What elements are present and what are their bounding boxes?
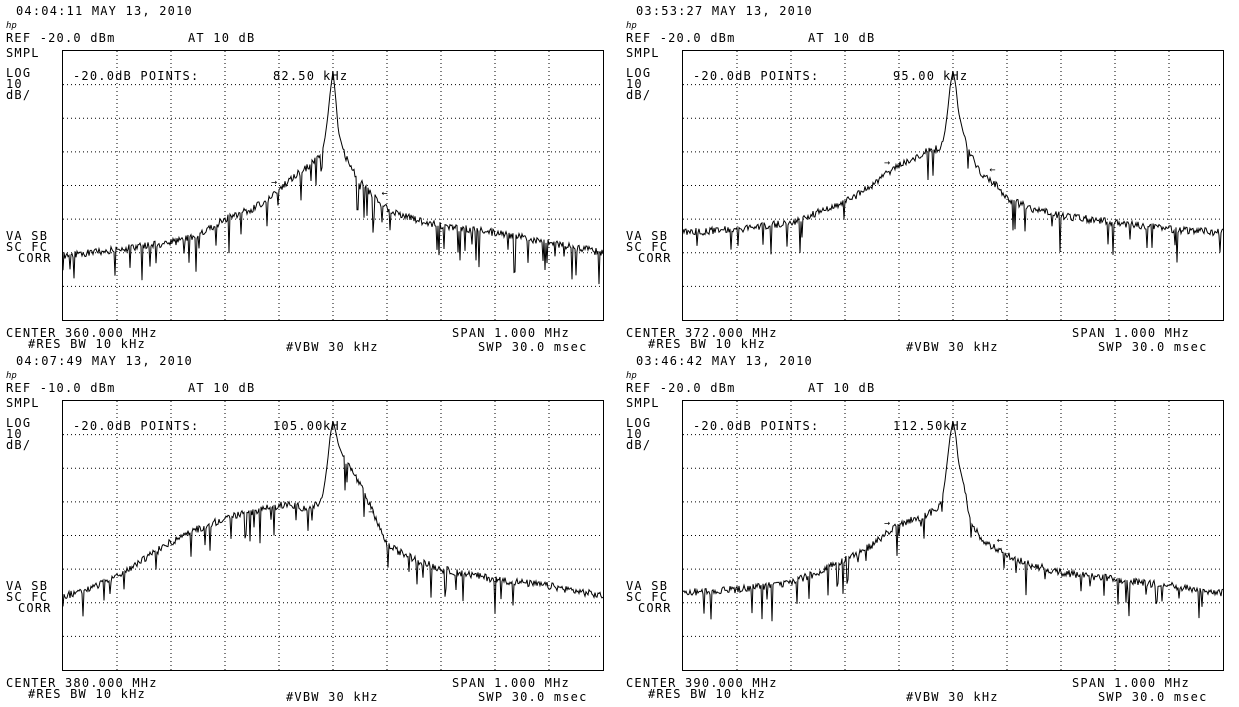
timestamp: 04:07:49 MAY 13, 2010: [16, 354, 193, 368]
log-label: LOG: [626, 66, 652, 80]
points-unit: kHz: [323, 69, 349, 83]
points-unit: kHz: [943, 419, 969, 433]
span: SPAN 1.000 MHz: [1072, 326, 1190, 340]
points-label: -20.0dB POINTS:: [693, 69, 820, 83]
marker-arrow: ←: [989, 165, 995, 176]
va-sb-label: VA SB: [6, 229, 49, 243]
plot-area: → ← -20.0dB POINTS: 95.00 kHz: [682, 50, 1224, 321]
sc-fc-label: SC FC: [6, 590, 49, 604]
marker-arrow: →: [884, 158, 890, 169]
points-value: 105.00: [273, 419, 324, 433]
trace-svg: →←: [63, 51, 603, 320]
scale-number: 10: [6, 427, 23, 441]
sweep-time: SWP 30.0 msec: [478, 340, 588, 354]
hp-logo: hp: [6, 371, 17, 381]
analyzer-panel-2: 03:53:27 MAY 13, 2010 hp REF -20.0 dBm AT 1…: [620, 0, 1232, 353]
marker-arrow: ←: [382, 188, 388, 199]
sc-fc-label: SC FC: [6, 240, 49, 254]
timestamp: 03:46:42 MAY 13, 2010: [636, 354, 813, 368]
hp-logo: hp: [626, 21, 637, 31]
hp-logo: hp: [6, 21, 17, 31]
scale-number: 10: [6, 77, 23, 91]
video-bandwidth: #VBW 30 kHz: [906, 340, 999, 354]
attenuation: AT 10 dB: [188, 381, 256, 395]
analyzer-panel-1: 04:04:11 MAY 13, 2010 hp REF -20.0 dBm AT 1…: [0, 0, 612, 353]
scale-unit: dB/: [6, 438, 32, 452]
reference-level: REF -10.0 dBm: [6, 381, 116, 395]
trace-svg: →←: [683, 51, 1223, 320]
hp-logo: hp: [626, 371, 637, 381]
points-value: 112.50: [893, 419, 944, 433]
log-label: LOG: [6, 416, 32, 430]
span: SPAN 1.000 MHz: [452, 676, 570, 690]
sc-fc-label: SC FC: [626, 240, 669, 254]
plot-area: → ← -20.0dB POINTS: 112.50 kHz: [682, 400, 1224, 671]
resolution-bandwidth: #RES BW 10 kHz: [648, 337, 766, 351]
scale-unit: dB/: [6, 88, 32, 102]
scale-unit: dB/: [626, 438, 652, 452]
scale-number: 10: [626, 427, 643, 441]
va-sb-label: VA SB: [626, 229, 669, 243]
scale-number: 10: [626, 77, 643, 91]
marker-arrow: →: [884, 518, 890, 529]
reference-level: REF -20.0 dBm: [626, 381, 736, 395]
plot-area: → ← -20.0dB POINTS: 82.50 kHz: [62, 50, 604, 321]
attenuation: AT 10 dB: [188, 31, 256, 45]
attenuation: AT 10 dB: [808, 381, 876, 395]
video-bandwidth: #VBW 30 kHz: [906, 690, 999, 704]
center-frequency: CENTER 360.000 MHz: [6, 326, 158, 340]
span: SPAN 1.000 MHz: [452, 326, 570, 340]
reference-level: REF -20.0 dBm: [626, 31, 736, 45]
timestamp: 03:53:27 MAY 13, 2010: [636, 4, 813, 18]
reference-level: REF -20.0 dBm: [6, 31, 116, 45]
points-label: -20.0dB POINTS:: [73, 69, 200, 83]
center-frequency: CENTER 390.000 MHz: [626, 676, 778, 690]
spectrum-trace: [63, 71, 603, 285]
points-label: -20.0dB POINTS:: [73, 419, 200, 433]
sc-fc-label: SC FC: [626, 590, 669, 604]
trace-svg: →: [63, 401, 603, 670]
attenuation: AT 10 dB: [808, 31, 876, 45]
smpl-label: SMPL: [6, 46, 40, 60]
points-value: 95.00: [893, 69, 936, 83]
points-unit: kHz: [323, 419, 349, 433]
smpl-label: SMPL: [626, 396, 660, 410]
marker-arrow: →: [271, 177, 277, 188]
points-label: -20.0dB POINTS:: [693, 419, 820, 433]
spectrum-trace: [63, 421, 603, 617]
points-unit: kHz: [943, 69, 969, 83]
corr-label: CORR: [18, 601, 52, 615]
span: SPAN 1.000 MHz: [1072, 676, 1190, 690]
timestamp: 04:04:11 MAY 13, 2010: [16, 4, 193, 18]
sweep-time: SWP 30.0 msec: [478, 690, 588, 704]
center-frequency: CENTER 372.000 MHz: [626, 326, 778, 340]
video-bandwidth: #VBW 30 kHz: [286, 340, 379, 354]
va-sb-label: VA SB: [6, 579, 49, 593]
resolution-bandwidth: #RES BW 10 kHz: [28, 687, 146, 701]
smpl-label: SMPL: [626, 46, 660, 60]
marker-arrow: ←: [997, 535, 1003, 546]
smpl-label: SMPL: [6, 396, 40, 410]
scale-unit: dB/: [626, 88, 652, 102]
log-label: LOG: [6, 66, 32, 80]
resolution-bandwidth: #RES BW 10 kHz: [648, 687, 766, 701]
corr-label: CORR: [638, 601, 672, 615]
corr-label: CORR: [18, 251, 52, 265]
va-sb-label: VA SB: [626, 579, 669, 593]
marker-arrow: →: [368, 507, 374, 518]
analyzer-panel-4: 03:46:42 MAY 13, 2010 hp REF -20.0 dBm AT 1…: [620, 350, 1232, 703]
analyzer-panel-3: 04:07:49 MAY 13, 2010 hp REF -10.0 dBm AT 1…: [0, 350, 612, 703]
sweep-time: SWP 30.0 msec: [1098, 340, 1208, 354]
log-label: LOG: [626, 416, 652, 430]
trace-svg: →←: [683, 401, 1223, 670]
resolution-bandwidth: #RES BW 10 kHz: [28, 337, 146, 351]
sweep-time: SWP 30.0 msec: [1098, 690, 1208, 704]
spectrum-trace: [683, 421, 1223, 622]
corr-label: CORR: [638, 251, 672, 265]
points-value: 82.50: [273, 69, 316, 83]
video-bandwidth: #VBW 30 kHz: [286, 690, 379, 704]
center-frequency: CENTER 380.000 MHz: [6, 676, 158, 690]
spectrum-trace: [683, 71, 1223, 263]
plot-area: → -20.0dB POINTS: 105.00 kHz: [62, 400, 604, 671]
